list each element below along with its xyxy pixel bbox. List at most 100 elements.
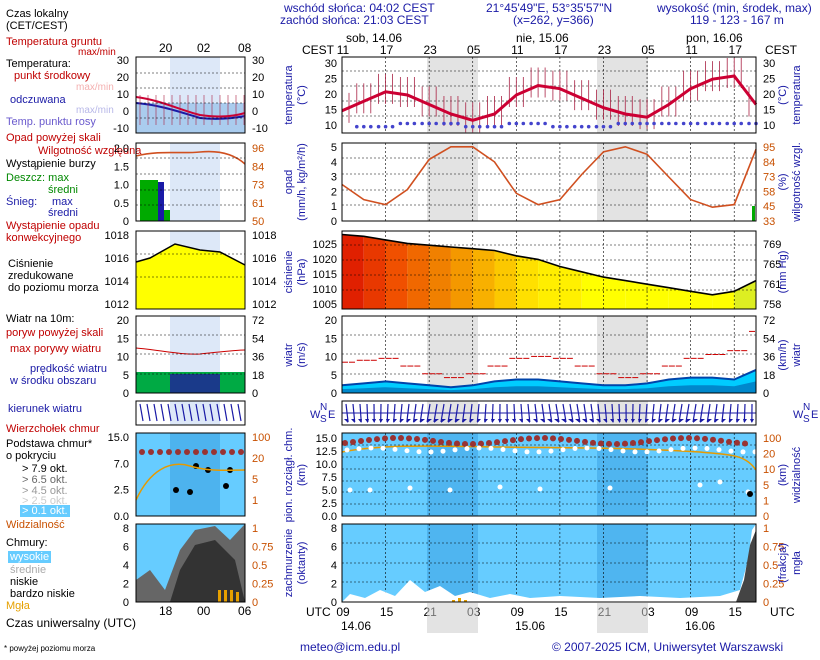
okt01-label: > 0.1 okt. — [20, 505, 70, 517]
cloud-top-dot — [670, 435, 676, 442]
wind-arrow-head — [365, 419, 369, 423]
humid-tick: 73 — [763, 172, 775, 184]
cover-frame — [341, 523, 757, 603]
temp-tick-left: 10 — [325, 120, 337, 132]
small-wind-arrow — [230, 403, 235, 422]
fog-tick: 1 — [763, 523, 769, 535]
wind-arrow-head — [372, 419, 376, 423]
dew-point-dot — [725, 121, 730, 126]
pressure-fill — [603, 277, 626, 309]
snow-avg-label: średni — [48, 207, 78, 219]
wind-arrow-head — [434, 419, 439, 423]
small-cloud-base — [173, 487, 179, 493]
pressure-tick: 1025 — [313, 239, 337, 251]
temp-line — [341, 74, 758, 122]
dew-point-dot — [456, 121, 460, 126]
wind-arrow — [664, 403, 669, 423]
small-wind-arrow — [174, 403, 179, 422]
fog-bar — [464, 600, 467, 602]
dew-point-dot — [485, 124, 490, 129]
temp-tick-right: 10 — [763, 120, 775, 132]
small-wind-arrow — [237, 403, 242, 422]
wind-tick: 5 — [331, 370, 337, 382]
wind-speed-line — [341, 368, 757, 389]
small-cloud-top — [220, 449, 226, 455]
cloud-top-dot — [486, 440, 492, 447]
cover-white — [342, 524, 756, 602]
wind-kmh-tick: 54 — [763, 333, 775, 345]
small-wind-tick-r: 72 — [252, 315, 264, 327]
precip-occ-label: Wystąpienie opadu — [6, 220, 100, 232]
vis-axis-unit: (km) — [777, 464, 789, 486]
low-cloud-dot — [697, 482, 703, 488]
small-cloud-tick: 7.0 — [114, 458, 129, 470]
small-press-tick-r: 1018 — [252, 230, 276, 242]
dew-point-dot — [739, 121, 744, 126]
cloud-top-dot — [518, 436, 524, 443]
small-cover-tick: 4 — [123, 560, 129, 572]
wind-arrow-head — [547, 419, 552, 423]
small-wind-arrow — [181, 403, 186, 422]
dew-point-dot — [594, 124, 599, 129]
humid-axis-unit: (%) — [777, 173, 789, 190]
cloud-top-dot — [598, 440, 604, 447]
small-fog-tick: 1 — [252, 523, 258, 535]
dew-point-dot — [717, 121, 722, 126]
dew-point-dot — [499, 124, 504, 129]
cloud-top-dot — [478, 440, 484, 447]
snow-max-label: max — [52, 196, 73, 208]
sunset-text: zachód słońca: 21:03 CEST — [280, 13, 429, 27]
small-cover-tick: 0 — [123, 597, 129, 609]
wind-arrow-head — [679, 419, 684, 423]
small-precip-frame — [135, 142, 246, 222]
small-fog-bar — [224, 590, 227, 602]
gust-over-label: poryw powyżej skali — [6, 327, 104, 339]
humidity-label-left: Wilgotność względna — [38, 145, 142, 157]
cloud-top-dot — [438, 438, 444, 445]
dew-point-dot — [630, 121, 635, 126]
cloud-base-dot — [752, 449, 758, 455]
small-cover-dark — [170, 540, 245, 602]
contact-email[interactable]: meteo@icm.edu.pl — [300, 640, 401, 654]
wind-kmh-tick: 18 — [763, 370, 775, 382]
cloud-top-dot — [590, 439, 596, 446]
cloud-base-dot — [740, 449, 746, 455]
small-press-tick: 1016 — [105, 253, 129, 265]
cloud-base-dot — [356, 446, 362, 452]
vis-tick: 10 — [763, 464, 775, 476]
cloud-base-dot — [668, 447, 674, 453]
small-wind-arrow — [188, 403, 193, 422]
temp-tick-right: 15 — [763, 105, 775, 117]
precip-axis-title: opad — [283, 170, 295, 194]
wind-tick: 0 — [331, 388, 337, 400]
dew-point-dot — [368, 124, 373, 129]
small-cloud-top — [202, 449, 208, 455]
wind-arrow-head — [455, 419, 460, 423]
small-fog-tick: 0.5 — [252, 560, 267, 572]
bottom-date: 14.06 — [341, 619, 371, 633]
small-wind-arrow — [139, 403, 144, 422]
wind-arrow-head — [707, 419, 712, 423]
precip-night-1 — [597, 143, 648, 221]
pressure-label1: Ciśnienie — [8, 258, 54, 270]
local-time-label: Czas lokalny — [6, 8, 69, 20]
pressure-tick: 1005 — [313, 299, 337, 311]
wind-arrow-head — [427, 419, 432, 423]
wind-arrow-head — [729, 419, 733, 423]
small-fog-tick: 0.75 — [252, 542, 273, 554]
pressure-mm-unit: (mm Hg) — [777, 251, 789, 294]
dew-point-dot — [732, 121, 737, 126]
dew-point-dot — [434, 121, 438, 126]
wind-arrow-head — [672, 419, 677, 423]
cloud-top-dot — [430, 437, 436, 444]
wind-arrow-head — [750, 419, 754, 423]
dew-point-dot — [572, 124, 577, 129]
cloud-tick: 15.0 — [316, 433, 337, 445]
cloud-base-dot — [608, 447, 614, 453]
cloud-top-dot — [742, 440, 748, 447]
bottom-hour: 15 — [380, 605, 394, 619]
utc-label: Czas uniwersalny (UTC) — [6, 616, 137, 630]
small-fog-bar — [218, 590, 221, 602]
pressure-fill — [538, 259, 560, 309]
cloud-base-dot — [512, 448, 518, 454]
